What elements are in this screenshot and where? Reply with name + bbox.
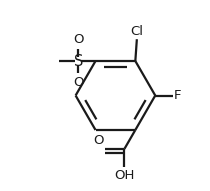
Text: Cl: Cl bbox=[130, 25, 143, 38]
Text: S: S bbox=[74, 53, 83, 69]
Text: F: F bbox=[174, 89, 182, 102]
Text: O: O bbox=[73, 33, 84, 46]
Text: O: O bbox=[93, 134, 104, 147]
Text: OH: OH bbox=[114, 169, 135, 182]
Text: O: O bbox=[73, 76, 84, 89]
